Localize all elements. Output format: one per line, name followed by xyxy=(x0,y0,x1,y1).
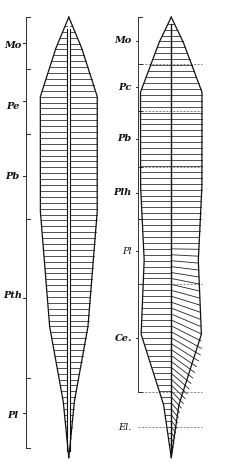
Text: Pl: Pl xyxy=(7,411,18,420)
Text: Mo: Mo xyxy=(114,36,131,45)
Text: El.: El. xyxy=(118,423,131,431)
Text: Pe: Pe xyxy=(6,102,19,110)
Text: Plh: Plh xyxy=(113,188,131,197)
Text: Ce.: Ce. xyxy=(114,334,131,343)
Text: Pth: Pth xyxy=(3,291,22,300)
Text: Pb: Pb xyxy=(117,134,131,143)
Text: Mo: Mo xyxy=(4,41,21,50)
Text: Pl: Pl xyxy=(122,247,131,256)
Text: Pc: Pc xyxy=(118,83,131,92)
Text: Pb: Pb xyxy=(5,172,20,181)
